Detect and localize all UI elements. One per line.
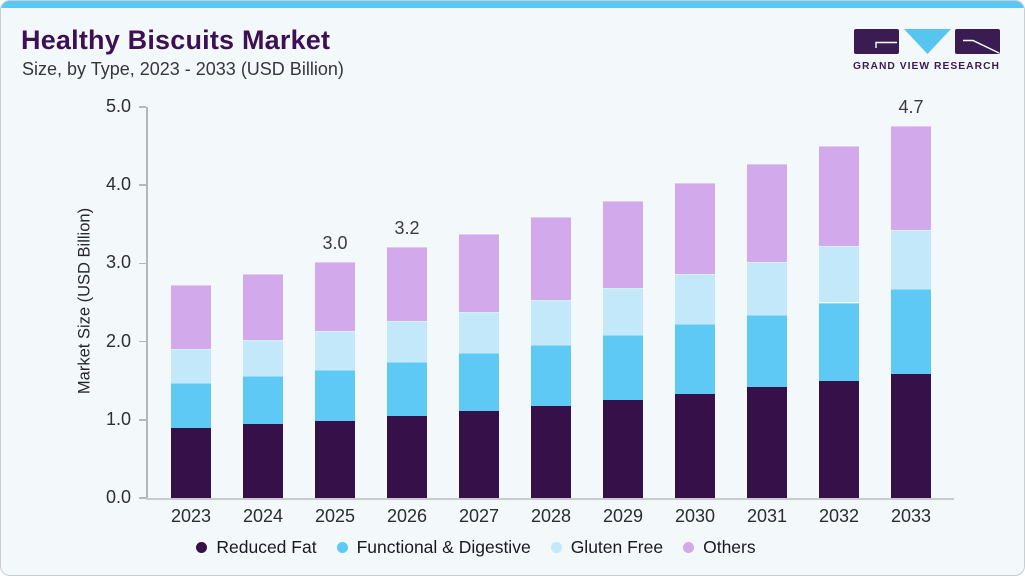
x-axis-line bbox=[146, 498, 954, 500]
bar-segment-functional-digestive bbox=[603, 335, 643, 401]
y-tick-mark bbox=[139, 340, 146, 343]
bar-segment-reduced-fat bbox=[315, 420, 355, 498]
bar-segment-reduced-fat bbox=[243, 424, 283, 498]
value-label: 3.0 bbox=[322, 232, 348, 253]
bar-segment-reduced-fat bbox=[675, 393, 715, 498]
legend-label: Reduced Fat bbox=[216, 537, 317, 557]
bar-segment-others bbox=[819, 146, 859, 247]
bar-segment-functional-digestive bbox=[819, 302, 859, 382]
legend-label: Gluten Free bbox=[570, 537, 664, 557]
chart-legend: Reduced Fat Functional & Digestive Gluten … bbox=[1, 537, 951, 558]
y-tick-label: 3.0 bbox=[105, 252, 131, 273]
bar-segment-gluten-free bbox=[459, 311, 499, 354]
page-subtitle: Size, by Type, 2023 - 2033 (USD Billion) bbox=[22, 59, 344, 79]
bar-segment-functional-digestive bbox=[531, 344, 571, 406]
y-tick-mark bbox=[139, 497, 146, 499]
legend-item-others: Others bbox=[683, 537, 756, 558]
logo-r-mark bbox=[963, 39, 1000, 54]
bar-segment-gluten-free bbox=[819, 246, 859, 303]
y-tick-mark bbox=[139, 262, 146, 265]
legend-item-reduced-fat: Reduced Fat bbox=[196, 537, 317, 558]
bar-segment-functional-digestive bbox=[387, 361, 427, 416]
legend-swatch-icon bbox=[196, 542, 208, 553]
bar-segment-functional-digestive bbox=[171, 383, 211, 429]
logo-v-triangle bbox=[904, 29, 951, 54]
bar-segment-functional-digestive bbox=[747, 315, 787, 387]
bar-segment-others bbox=[891, 125, 931, 230]
y-tick-mark bbox=[139, 106, 146, 108]
legend-swatch-icon bbox=[683, 542, 695, 553]
y-tick-label: 5.0 bbox=[105, 96, 131, 116]
bar-segment-reduced-fat bbox=[747, 386, 787, 498]
legend-swatch-icon bbox=[336, 542, 348, 553]
bar-segment-gluten-free bbox=[531, 300, 571, 345]
y-tick-label: 2.0 bbox=[105, 330, 131, 351]
bar-segment-functional-digestive bbox=[243, 376, 283, 425]
y-tick-mark bbox=[139, 184, 146, 186]
bar-segment-others bbox=[531, 217, 571, 301]
y-axis-line bbox=[146, 107, 148, 498]
bar-segment-gluten-free bbox=[243, 340, 283, 376]
x-axis-label: 2033 bbox=[890, 506, 932, 526]
bar-segment-others bbox=[243, 273, 283, 341]
y-tick-label: 0.0 bbox=[105, 487, 131, 507]
bar-segment-reduced-fat bbox=[171, 428, 211, 498]
legend-label: Functional & Digestive bbox=[356, 537, 531, 557]
x-axis-label: 2025 bbox=[314, 506, 356, 526]
x-axis-label: 2030 bbox=[674, 506, 716, 526]
bar-segment-functional-digestive bbox=[459, 353, 499, 412]
legend-item-gluten-free: Gluten Free bbox=[550, 537, 664, 558]
x-axis-label: 2031 bbox=[746, 506, 788, 526]
bar-segment-reduced-fat bbox=[459, 411, 499, 498]
top-accent-bar bbox=[1, 1, 1024, 8]
bar-segment-gluten-free bbox=[891, 229, 931, 290]
y-axis-title: Market Size (USD Billion) bbox=[75, 207, 94, 395]
logo-g-block bbox=[854, 29, 899, 54]
logo-g-mark bbox=[875, 41, 897, 48]
bar-segment-reduced-fat bbox=[891, 374, 931, 498]
bar-segment-reduced-fat bbox=[819, 381, 859, 498]
logo-text: GRAND VIEW RESEARCH bbox=[853, 61, 1000, 72]
x-axis-label: 2027 bbox=[458, 506, 500, 526]
bar-segment-reduced-fat bbox=[603, 400, 643, 498]
value-label: 4.7 bbox=[898, 96, 924, 117]
bar-segment-others bbox=[747, 164, 787, 262]
bar-segment-reduced-fat bbox=[387, 415, 427, 498]
bar-segment-functional-digestive bbox=[675, 324, 715, 394]
bar-segment-functional-digestive bbox=[315, 369, 355, 421]
bar-segment-others bbox=[675, 182, 715, 274]
x-axis-label: 2023 bbox=[170, 506, 212, 526]
bar-segment-reduced-fat bbox=[531, 405, 571, 498]
y-tick-label: 1.0 bbox=[105, 408, 131, 429]
bar-segment-gluten-free bbox=[603, 287, 643, 336]
bar-segment-others bbox=[315, 261, 355, 332]
x-axis-label: 2029 bbox=[602, 506, 644, 526]
value-label: 3.2 bbox=[394, 217, 420, 238]
bar-segment-gluten-free bbox=[315, 331, 355, 370]
legend-swatch-icon bbox=[550, 542, 562, 553]
bar-segment-gluten-free bbox=[171, 348, 211, 384]
page-title: Healthy Biscuits Market bbox=[21, 25, 331, 55]
bar-segment-others bbox=[459, 233, 499, 312]
bar-segment-gluten-free bbox=[747, 261, 787, 315]
legend-item-functional-digestive: Functional & Digestive bbox=[336, 537, 531, 558]
y-tick-label: 4.0 bbox=[105, 174, 131, 195]
legend-label: Others bbox=[703, 537, 756, 557]
bar-segment-others bbox=[387, 246, 427, 322]
bar-segment-gluten-free bbox=[387, 321, 427, 362]
x-axis-label: 2028 bbox=[530, 506, 572, 526]
x-axis-label: 2026 bbox=[386, 506, 428, 526]
bar-segment-others bbox=[171, 285, 211, 349]
y-tick-mark bbox=[139, 419, 146, 421]
gvr-logo: GRAND VIEW RESEARCH bbox=[853, 29, 1000, 72]
bar-segment-gluten-free bbox=[675, 273, 715, 325]
x-axis-label: 2024 bbox=[242, 506, 284, 526]
bar-segment-others bbox=[603, 200, 643, 288]
x-axis-label: 2032 bbox=[818, 506, 860, 526]
bar-segment-functional-digestive bbox=[891, 289, 931, 375]
